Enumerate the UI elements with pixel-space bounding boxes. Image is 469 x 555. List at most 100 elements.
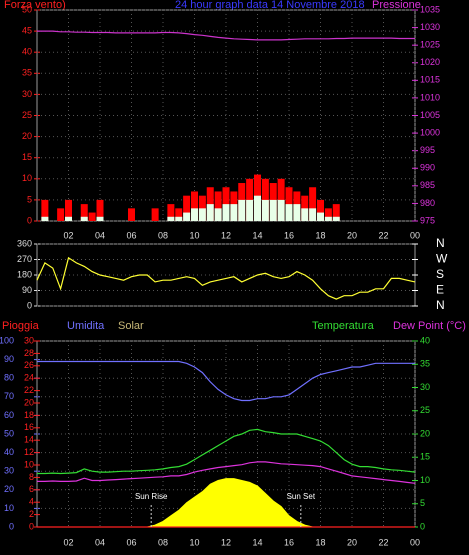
wind-bar <box>277 199 285 221</box>
x-tick-label: 16 <box>284 230 294 240</box>
y2-tick-label: 1035 <box>420 4 440 14</box>
y3-tick-label: 26 <box>24 360 34 370</box>
x-tick-label: 14 <box>252 230 262 240</box>
y2-tick-label: 5 <box>420 498 425 508</box>
annotation: Sun Set <box>287 492 316 501</box>
series-line <box>37 428 416 475</box>
x-tick-label: 12 <box>221 230 231 240</box>
x-tick-label: 10 <box>189 537 199 547</box>
wind-bar <box>183 212 191 221</box>
y-tick-label: 0 <box>27 215 32 225</box>
y2-tick-label: 0 <box>420 521 425 531</box>
y2-axis-label: Pressione <box>372 0 421 11</box>
wind-bar <box>222 204 230 221</box>
y-tick-label: 35 <box>22 68 32 78</box>
y-tick-label: 10 <box>22 173 32 183</box>
wind-bar <box>96 199 104 221</box>
x-tick-label: 16 <box>284 537 294 547</box>
y-tick-label: 80 <box>4 373 14 383</box>
x-tick-label: 02 <box>63 537 73 547</box>
wind-bar <box>183 195 191 221</box>
wind-bar <box>214 191 222 221</box>
wind-bar <box>246 199 254 221</box>
x-tick-label: 12 <box>221 537 231 547</box>
series-line <box>36 256 416 300</box>
x-tick-label: 10 <box>189 230 199 240</box>
y2-tick-label: 40 <box>420 335 430 345</box>
wind-bar <box>332 216 340 221</box>
y2-tick-label: 975 <box>420 215 435 225</box>
wind-bar <box>254 195 261 221</box>
x-tick-label: 06 <box>126 230 136 240</box>
wind-bar <box>285 204 293 221</box>
y3-tick-label: 8 <box>29 472 34 482</box>
y-tick-label: 20 <box>22 131 32 141</box>
wind-bar <box>65 216 72 221</box>
x-tick-label: 08 <box>158 537 168 547</box>
y3-tick-label: 18 <box>24 410 34 420</box>
series-name: Umidita <box>67 320 105 332</box>
wind-bar <box>88 212 96 221</box>
wind-bar <box>80 204 88 221</box>
y3-tick-label: 4 <box>29 497 34 507</box>
wind-bar <box>309 187 317 221</box>
y-tick-label: 0 <box>9 521 14 531</box>
y2-tick-label: 985 <box>420 180 435 190</box>
y-tick-label: 90 <box>22 285 32 295</box>
wind-bar <box>332 204 340 221</box>
wind-bar <box>317 199 324 221</box>
y-tick-label: 70 <box>4 391 14 401</box>
wind-bar <box>41 216 49 221</box>
wind-bar <box>191 208 198 221</box>
y3-tick-label: 22 <box>24 385 34 395</box>
x-tick-label: 14 <box>252 537 262 547</box>
y2-tick-label: S <box>436 267 444 281</box>
series-name: Solar <box>118 320 144 332</box>
wind-bar <box>301 208 309 221</box>
wind-bar <box>57 208 65 221</box>
annotation: Sun Rise <box>135 492 168 501</box>
y-tick-label: 90 <box>4 354 14 364</box>
wind-bar <box>128 208 135 221</box>
y-tick-label: 60 <box>4 410 14 420</box>
y3-tick-label: 30 <box>24 335 34 345</box>
wind-bar <box>175 208 183 221</box>
wind-bar <box>41 199 49 221</box>
series-name: Temperatura <box>312 320 375 332</box>
wind-bar <box>309 208 317 221</box>
y-tick-label: 45 <box>22 25 32 35</box>
y-tick-label: 30 <box>4 466 14 476</box>
x-tick-label: 00 <box>410 230 420 240</box>
y-tick-label: 5 <box>27 194 32 204</box>
y3-tick-label: 6 <box>29 484 34 494</box>
y-tick-label: 270 <box>17 254 32 264</box>
y2-tick-label: 1000 <box>420 127 440 137</box>
y-tick-label: 30 <box>22 89 32 99</box>
y2-tick-label: 10 <box>420 475 430 485</box>
y2-tick-label: 1020 <box>420 57 440 67</box>
wind-bar <box>293 204 301 221</box>
chart-title: 24 hour graph data 14 Novembre 2018 <box>175 0 365 11</box>
y2-tick-label: N <box>436 298 445 312</box>
wind-bar <box>151 208 159 221</box>
x-tick-label: 18 <box>315 230 325 240</box>
wind-bar <box>214 208 222 221</box>
wind-bar <box>167 216 175 221</box>
wind-bar <box>96 216 104 221</box>
y-tick-label: 40 <box>22 47 32 57</box>
x-tick-label: 20 <box>347 537 357 547</box>
y-axis-label: Forza vento) <box>4 0 66 11</box>
wind-bar <box>80 216 88 221</box>
x-tick-label: 18 <box>315 537 325 547</box>
y2-tick-label: 1015 <box>420 75 440 85</box>
y-tick-label: 25 <box>22 110 32 120</box>
y-tick-label: 180 <box>17 269 32 279</box>
wind-bar <box>324 216 332 221</box>
y2-tick-label: 995 <box>420 145 435 155</box>
y3-tick-label: 0 <box>29 521 34 531</box>
y3-tick-label: 20 <box>24 397 34 407</box>
y2-tick-label: 30 <box>420 382 430 392</box>
y-tick-label: 0 <box>27 300 32 310</box>
y2-tick-label: 15 <box>420 452 430 462</box>
x-tick-label: 04 <box>95 230 105 240</box>
